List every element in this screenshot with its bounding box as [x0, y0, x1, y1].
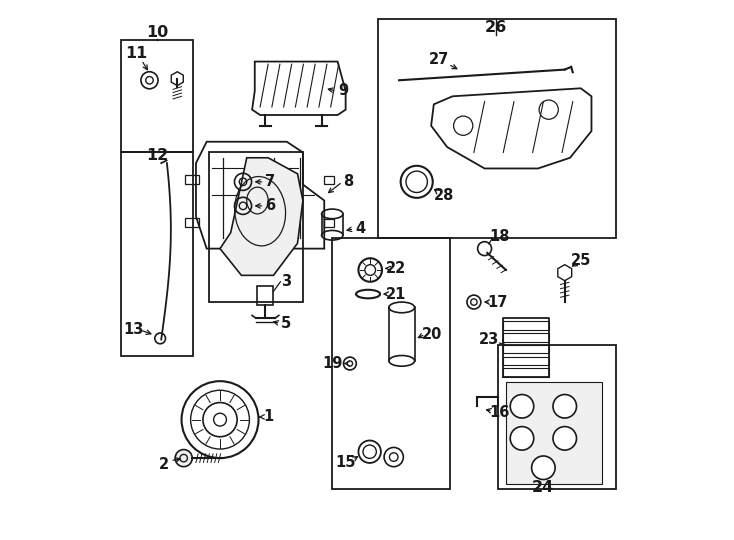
Text: 17: 17 — [488, 294, 508, 309]
Circle shape — [510, 427, 534, 450]
Text: 26: 26 — [485, 21, 507, 36]
Text: 10: 10 — [146, 25, 168, 39]
Bar — [504, 345, 549, 353]
Bar — [121, 40, 193, 152]
Bar — [121, 152, 193, 355]
Bar — [504, 333, 549, 342]
Text: 11: 11 — [125, 46, 148, 61]
Polygon shape — [220, 158, 303, 275]
Text: 9: 9 — [338, 84, 348, 98]
Text: 5: 5 — [280, 316, 291, 331]
Text: 28: 28 — [435, 188, 454, 202]
Text: 22: 22 — [386, 261, 407, 276]
Text: 1: 1 — [263, 409, 273, 424]
Circle shape — [553, 427, 576, 450]
Bar — [498, 345, 616, 489]
Bar — [504, 356, 549, 365]
Text: 18: 18 — [490, 229, 510, 244]
Bar — [185, 175, 199, 185]
Bar — [506, 382, 602, 484]
Bar — [185, 218, 199, 227]
Bar — [333, 238, 450, 489]
Text: 25: 25 — [570, 253, 591, 268]
Bar — [504, 321, 549, 330]
Text: 20: 20 — [422, 327, 443, 342]
Text: 21: 21 — [386, 287, 407, 301]
Text: 4: 4 — [355, 221, 366, 237]
Bar — [378, 19, 616, 238]
Text: 3: 3 — [280, 274, 291, 289]
Bar — [324, 176, 334, 185]
Bar — [209, 152, 303, 302]
Circle shape — [531, 456, 555, 480]
Text: 6: 6 — [265, 198, 275, 213]
Circle shape — [553, 395, 576, 418]
Text: 27: 27 — [429, 52, 449, 68]
Bar — [258, 286, 274, 305]
Text: 15: 15 — [335, 455, 356, 470]
Text: 23: 23 — [479, 332, 500, 347]
Text: 12: 12 — [146, 147, 168, 163]
Bar — [324, 219, 334, 227]
Text: 16: 16 — [490, 405, 509, 420]
Text: 13: 13 — [123, 322, 144, 338]
Text: 8: 8 — [344, 174, 353, 190]
Text: 7: 7 — [265, 174, 275, 190]
Text: 24: 24 — [531, 480, 554, 495]
Text: 19: 19 — [322, 356, 343, 371]
Bar — [504, 368, 549, 377]
Circle shape — [510, 395, 534, 418]
Text: 2: 2 — [159, 456, 169, 471]
Circle shape — [175, 450, 192, 467]
